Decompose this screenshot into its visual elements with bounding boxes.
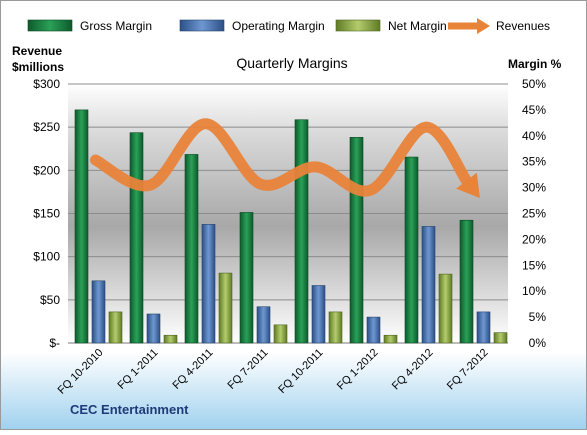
right-axis-label: Margin % xyxy=(508,57,562,71)
operating-margin-bar xyxy=(91,280,106,344)
gross-margin-bar xyxy=(294,119,309,344)
gross-margin-bar xyxy=(129,132,144,344)
left-axis-label-line1: Revenue xyxy=(12,44,62,58)
gross-margin-bar xyxy=(239,212,254,344)
right-tick-label: 20% xyxy=(522,232,546,246)
left-tick-label: $200 xyxy=(33,163,60,177)
gross-margin-bar xyxy=(459,219,474,344)
operating-margin-legend-label: Operating Margin xyxy=(232,19,325,33)
gross-margin-legend-label: Gross Margin xyxy=(80,19,152,33)
footer-band xyxy=(0,352,587,430)
right-tick-label: 5% xyxy=(529,310,547,324)
operating-margin-bar xyxy=(421,226,436,344)
right-tick-label: 10% xyxy=(522,284,546,298)
gross-margin-bar xyxy=(184,154,199,344)
revenues-arrowhead xyxy=(456,172,480,199)
right-tick-label: 30% xyxy=(522,181,546,195)
footer-company-name: CEC Entertainment xyxy=(70,402,189,417)
net-margin-bar xyxy=(273,324,288,344)
operating-margin-bar xyxy=(476,311,491,344)
gross-margin-bar xyxy=(349,137,364,344)
net-margin-bar xyxy=(383,334,398,344)
operating-margin-bar xyxy=(256,306,271,344)
gross-margin-legend-swatch xyxy=(27,19,73,32)
left-axis-label-line2: $millions xyxy=(12,60,64,74)
operating-margin-legend-swatch xyxy=(179,19,225,32)
revenues-line xyxy=(90,118,472,197)
left-tick-label: $250 xyxy=(33,120,60,134)
right-axis-ticks: 0% 5% 10% 15% 20% 25% 30% 35% 40% 45% 50% xyxy=(522,77,546,350)
net-margin-bar xyxy=(108,311,123,344)
right-tick-label: 15% xyxy=(522,258,546,272)
net-margin-bar xyxy=(218,272,233,344)
right-tick-label: 0% xyxy=(529,336,547,350)
operating-margin-bar xyxy=(311,285,326,344)
bar-series xyxy=(74,109,508,344)
net-margin-bar xyxy=(438,273,453,344)
gross-margin-bar xyxy=(404,156,419,344)
left-tick-label: $50 xyxy=(40,293,60,307)
chart-title: Quarterly Margins xyxy=(236,55,347,71)
left-tick-label: $300 xyxy=(33,77,60,91)
net-margin-legend-label: Net Margin xyxy=(388,19,447,33)
gross-margin-bar xyxy=(74,109,89,344)
left-tick-label: $150 xyxy=(33,207,60,221)
operating-margin-bar xyxy=(366,316,381,344)
net-margin-bar xyxy=(328,311,343,344)
revenues-legend-arrow xyxy=(477,18,490,34)
operating-margin-bar xyxy=(146,313,161,344)
left-tick-label: $- xyxy=(49,336,60,350)
legend: Gross Margin Operating Margin Net Margin Re… xyxy=(27,18,550,34)
operating-margin-bar xyxy=(201,224,216,344)
right-tick-label: 45% xyxy=(522,103,546,117)
right-tick-label: 50% xyxy=(522,77,546,91)
revenue-line-series xyxy=(90,118,480,199)
net-margin-legend-swatch xyxy=(335,19,381,32)
right-tick-label: 25% xyxy=(522,207,546,221)
net-margin-bar xyxy=(493,332,508,344)
revenues-legend-label: Revenues xyxy=(496,19,550,33)
right-tick-label: 40% xyxy=(522,129,546,143)
right-tick-label: 35% xyxy=(522,155,546,169)
left-axis-ticks: $- $50 $100 $150 $200 $250 $300 xyxy=(33,77,60,350)
left-tick-label: $100 xyxy=(33,250,60,264)
net-margin-bar xyxy=(163,334,178,344)
